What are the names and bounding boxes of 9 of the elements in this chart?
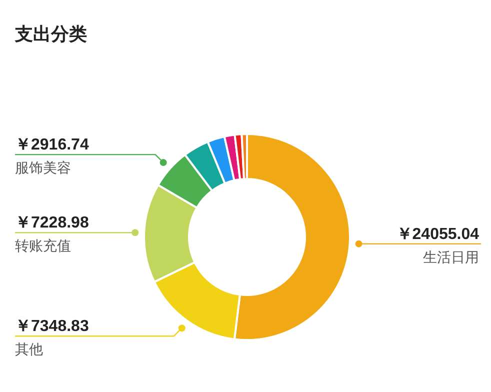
data-label: ￥24055.04 [396,226,480,243]
data-label: ￥7228.98 [15,214,89,232]
slice-label: 生活日用 [423,248,479,265]
slice-label: 其他 [15,341,43,358]
chart-title: 支出分类 [14,24,87,44]
slice-label: 转账充值 [15,238,71,254]
slice-label: 服饰美容 [15,160,71,176]
data-label: ￥2916.74 [15,136,89,154]
data-label: ￥7348.83 [15,318,89,336]
